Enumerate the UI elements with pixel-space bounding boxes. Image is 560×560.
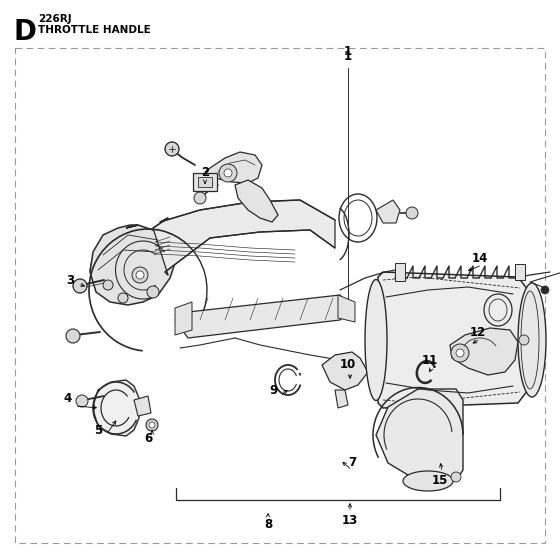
Circle shape bbox=[118, 293, 128, 303]
Text: 1: 1 bbox=[344, 49, 352, 63]
Polygon shape bbox=[205, 152, 262, 183]
Text: 3: 3 bbox=[66, 273, 74, 287]
Polygon shape bbox=[94, 380, 139, 436]
Text: 15: 15 bbox=[432, 474, 448, 487]
Circle shape bbox=[132, 267, 148, 283]
Text: 10: 10 bbox=[340, 358, 356, 371]
Circle shape bbox=[456, 349, 464, 357]
Circle shape bbox=[541, 286, 549, 294]
Circle shape bbox=[76, 395, 88, 407]
Text: 2: 2 bbox=[201, 166, 209, 179]
Text: 13: 13 bbox=[342, 514, 358, 526]
Polygon shape bbox=[193, 173, 217, 191]
Circle shape bbox=[73, 279, 87, 293]
Text: D: D bbox=[14, 18, 37, 46]
Polygon shape bbox=[376, 200, 400, 223]
Polygon shape bbox=[376, 389, 463, 481]
Bar bbox=[15, 48, 545, 543]
Circle shape bbox=[165, 142, 179, 156]
Polygon shape bbox=[338, 295, 355, 322]
Text: THROTTLE HANDLE: THROTTLE HANDLE bbox=[38, 25, 151, 35]
Circle shape bbox=[146, 419, 158, 431]
Text: 9: 9 bbox=[270, 384, 278, 396]
Text: 12: 12 bbox=[470, 325, 486, 338]
Ellipse shape bbox=[403, 471, 453, 491]
Circle shape bbox=[66, 329, 80, 343]
Polygon shape bbox=[175, 302, 192, 335]
Text: 7: 7 bbox=[348, 455, 356, 469]
Circle shape bbox=[451, 472, 461, 482]
Ellipse shape bbox=[518, 283, 546, 397]
Circle shape bbox=[219, 164, 237, 182]
Text: 11: 11 bbox=[422, 353, 438, 366]
Circle shape bbox=[103, 280, 113, 290]
Polygon shape bbox=[395, 263, 405, 281]
Polygon shape bbox=[235, 180, 278, 222]
Polygon shape bbox=[90, 225, 176, 305]
Polygon shape bbox=[322, 352, 368, 390]
Text: 5: 5 bbox=[94, 423, 102, 436]
Text: 8: 8 bbox=[264, 519, 272, 531]
Text: 1: 1 bbox=[344, 45, 352, 58]
Circle shape bbox=[406, 207, 418, 219]
Polygon shape bbox=[450, 328, 518, 375]
Circle shape bbox=[149, 422, 155, 428]
Text: 4: 4 bbox=[64, 391, 72, 404]
Circle shape bbox=[451, 344, 469, 362]
Text: 6: 6 bbox=[144, 432, 152, 445]
Polygon shape bbox=[175, 295, 352, 338]
Polygon shape bbox=[198, 177, 212, 187]
Polygon shape bbox=[90, 228, 168, 285]
Polygon shape bbox=[515, 264, 525, 280]
Circle shape bbox=[136, 271, 144, 279]
Polygon shape bbox=[335, 390, 348, 408]
Polygon shape bbox=[378, 272, 528, 408]
Circle shape bbox=[519, 335, 529, 345]
Circle shape bbox=[147, 286, 159, 298]
Polygon shape bbox=[134, 396, 151, 416]
Text: 14: 14 bbox=[472, 251, 488, 264]
Polygon shape bbox=[153, 200, 335, 275]
Circle shape bbox=[224, 169, 232, 177]
Text: 226RJ: 226RJ bbox=[38, 14, 72, 24]
Ellipse shape bbox=[365, 279, 387, 400]
Circle shape bbox=[194, 192, 206, 204]
